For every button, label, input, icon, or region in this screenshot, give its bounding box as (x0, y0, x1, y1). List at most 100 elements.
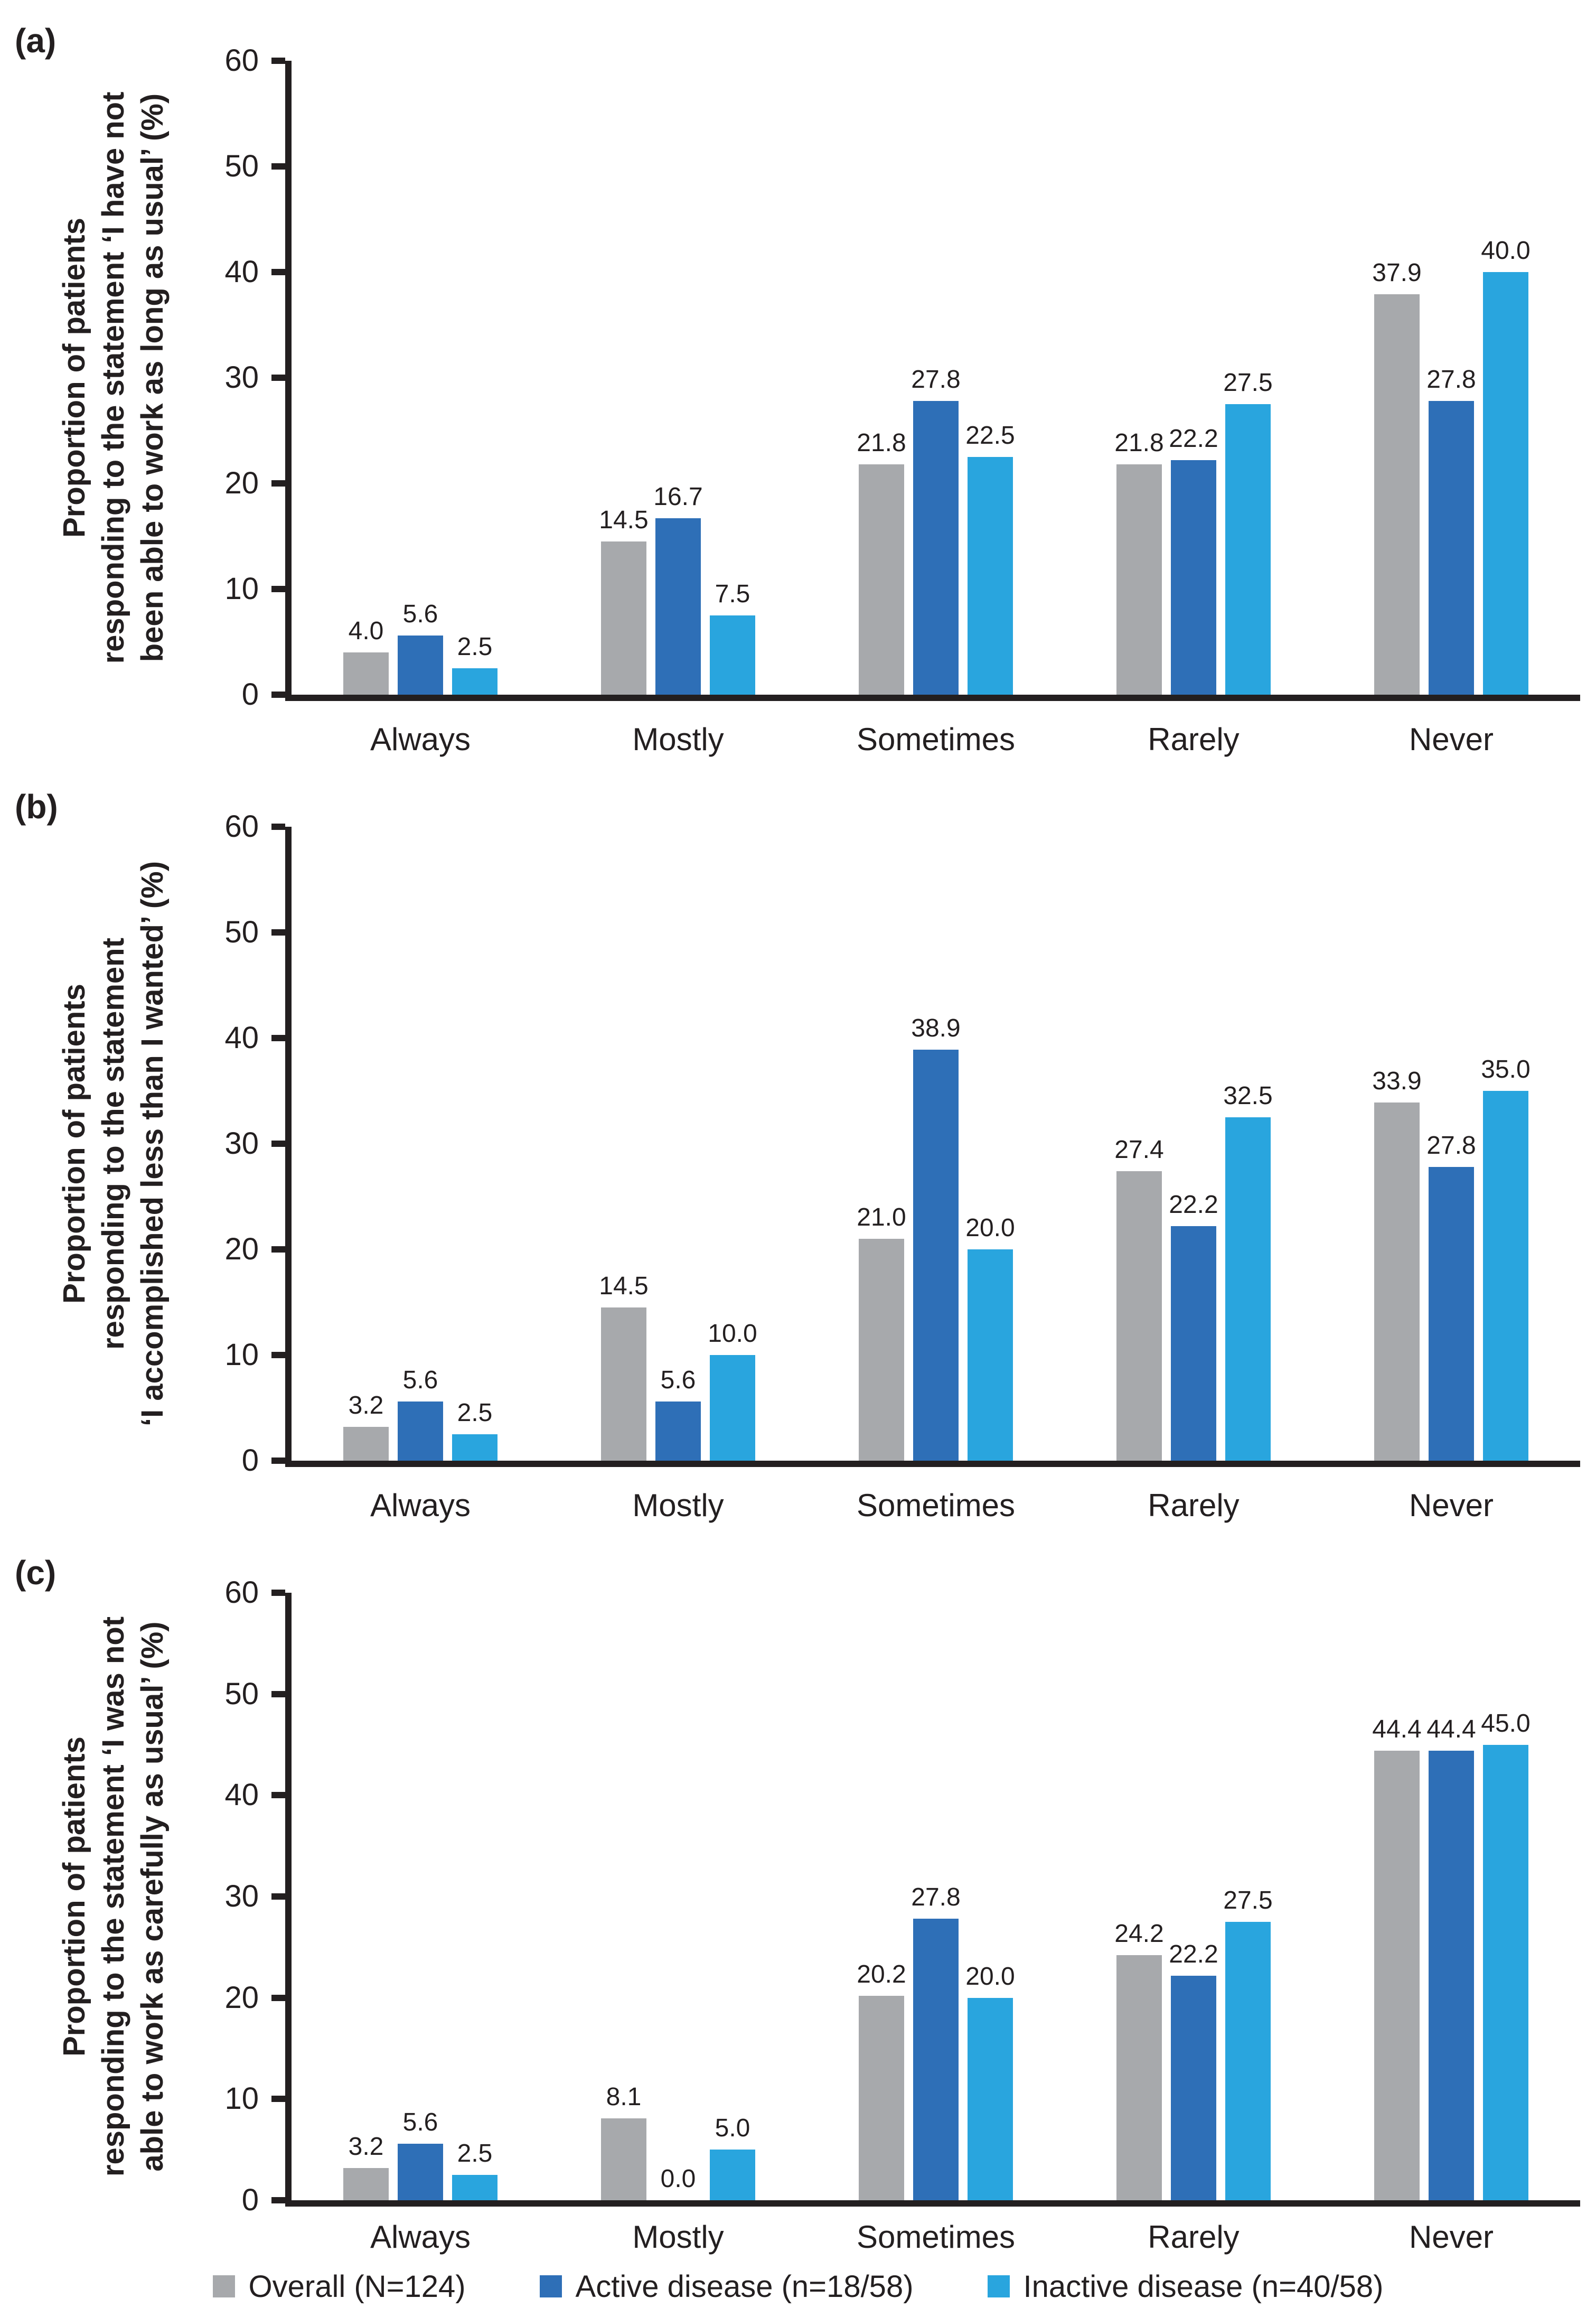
y-axis-title-line: Proportion of patients (57, 1736, 91, 2057)
y-axis-tick (271, 480, 285, 487)
y-axis-tick-label: 50 (224, 149, 259, 183)
y-axis-tick (271, 1352, 285, 1359)
y-axis-tick-label: 40 (224, 1021, 259, 1055)
legend-item-label: Inactive disease (n=40/58) (1023, 2269, 1384, 2304)
panel-b-plot-area: 0 10 20 30 40 50 60 Always 3.2 5.6 2.5 Mostly 14.5 5.… (224, 811, 1580, 1523)
bar (452, 1434, 497, 1461)
bar (913, 1919, 959, 2200)
y-axis-tick (271, 1458, 285, 1464)
bar-value-label: 10.0 (708, 1320, 757, 1348)
x-category-label: Rarely (1148, 1488, 1240, 1523)
bar-value-label: 14.5 (599, 506, 649, 534)
x-category-label: Always (370, 722, 471, 757)
bar (1374, 1751, 1420, 2200)
bar (601, 541, 646, 695)
bar-value-label: 27.4 (1114, 1136, 1164, 1164)
y-axis-tick-label: 60 (224, 809, 259, 844)
panel-a-letter: (a) (15, 22, 57, 60)
bar-value-label: 22.5 (965, 422, 1015, 450)
legend-item: Overall (N=124) (212, 2269, 466, 2304)
bar-value-label: 5.6 (402, 2108, 438, 2136)
bar (398, 636, 443, 695)
y-axis-tick (271, 2096, 285, 2103)
bar-value-label: 33.9 (1372, 1067, 1422, 1095)
y-axis-tick (271, 2197, 285, 2203)
legend-item-label: Overall (N=124) (248, 2269, 466, 2304)
legend-item: Inactive disease (n=40/58) (987, 2269, 1384, 2304)
y-axis-title-line: Proportion of patients (57, 984, 91, 1304)
legend-swatch (539, 2275, 562, 2297)
bar-value-label: 14.5 (599, 1272, 649, 1300)
y-axis-title-line: ‘I accomplished less than I wanted’ (%) (135, 861, 170, 1427)
y-axis-title-line: responding to the statement ‘I have not (96, 91, 130, 664)
bar-value-label: 2.5 (457, 1399, 493, 1427)
x-category-label: Always (370, 2219, 471, 2255)
bar (655, 518, 701, 695)
legend-item: Active disease (n=18/58) (539, 2269, 914, 2304)
bar (398, 1402, 443, 1461)
bar (1116, 1171, 1162, 1461)
bar-value-label: 27.8 (1426, 1132, 1476, 1160)
y-axis-tick (271, 1141, 285, 1147)
x-category-label: Always (370, 1488, 471, 1523)
bar (913, 1050, 959, 1461)
panel-a-plot-area: 0 10 20 30 40 50 60 Always 4.0 5.6 2.5 Mostly 14.5 16… (224, 45, 1580, 757)
panel-c-plot-area: 0 10 20 30 40 50 60 Always 3.2 5.6 2.5 Mostly 8.1 0.0… (224, 1577, 1580, 2255)
y-axis-tick (271, 1590, 285, 1596)
bar-value-label: 8.1 (606, 2082, 642, 2111)
bar-value-label: 37.9 (1372, 259, 1422, 287)
bar-value-label: 40.0 (1481, 237, 1531, 265)
bar-value-label: 32.5 (1223, 1082, 1273, 1110)
panel-c-letter: (c) (15, 1554, 57, 1592)
bar (452, 2175, 497, 2200)
bar-value-label: 27.5 (1223, 1886, 1273, 1914)
y-axis-tick-label: 50 (224, 915, 259, 949)
bar-value-label: 21.8 (857, 429, 906, 457)
y-axis-tick-label: 30 (224, 1879, 259, 1913)
bar-value-label: 5.6 (402, 600, 438, 628)
y-axis-tick-label: 0 (241, 1443, 259, 1478)
bar (968, 1249, 1013, 1461)
bar-value-label: 45.0 (1481, 1709, 1531, 1737)
panel-b-y-axis-title: Proportion of patients responding to the… (55, 861, 172, 1426)
y-axis-tick (271, 1690, 285, 1697)
x-category-label: Sometimes (856, 1488, 1016, 1523)
y-axis-tick (271, 824, 285, 830)
y-axis-tick (271, 1246, 285, 1253)
x-category-label: Rarely (1148, 722, 1240, 757)
bar (859, 464, 904, 695)
bar-value-label: 2.5 (457, 633, 493, 661)
bar (1483, 272, 1528, 695)
bar (1171, 1975, 1216, 2200)
bar (1429, 1167, 1474, 1461)
legend-swatch (212, 2275, 235, 2297)
y-axis-title-line: been able to work as long as usual’ (%) (135, 93, 170, 662)
bar-value-label: 21.0 (857, 1203, 906, 1231)
y-axis-tick (271, 929, 285, 936)
bar-value-label: 4.0 (348, 617, 384, 646)
bar (452, 668, 497, 695)
panel-b-letter: (b) (15, 788, 58, 826)
panel-c-y-axis-title: Proportion of patients responding to the… (55, 1617, 172, 2176)
panel-a: (a) Proportion of patients responding to… (0, 0, 1596, 766)
y-axis-tick (271, 375, 285, 381)
bar (859, 1995, 904, 2200)
y-axis-tick-label: 20 (224, 1232, 259, 1266)
y-axis-tick-label: 40 (224, 1778, 259, 1813)
bar (710, 615, 755, 695)
bar-value-label: 3.2 (348, 2132, 384, 2161)
y-axis-title-line: able to work as carefully as usual’ (%) (135, 1621, 170, 2172)
bar-value-label: 20.2 (857, 1960, 906, 1988)
bar-value-label: 44.4 (1426, 1715, 1476, 1743)
x-category-label: Mostly (632, 722, 724, 757)
y-axis-tick-label: 0 (241, 677, 259, 712)
bar-value-label: 21.8 (1114, 429, 1164, 457)
bar (913, 401, 959, 695)
y-axis-tick-label: 20 (224, 466, 259, 500)
bar (1171, 1226, 1216, 1461)
bar-value-label: 5.0 (715, 2114, 750, 2143)
bar-value-label: 16.7 (653, 483, 703, 511)
x-category-label: Sometimes (856, 2219, 1016, 2255)
bar-value-label: 44.4 (1372, 1715, 1422, 1743)
